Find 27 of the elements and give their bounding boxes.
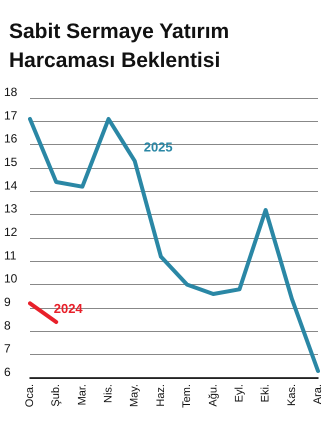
x-tick-label: Oca. — [24, 384, 36, 408]
x-tick-label: Haz. — [154, 384, 167, 407]
y-tick-label: 10 — [4, 272, 18, 286]
x-tick-label: Ağu. — [207, 384, 220, 407]
x-tick-label: May. — [128, 384, 141, 408]
y-tick-label: 18 — [4, 85, 18, 99]
y-tick-label: 13 — [4, 202, 18, 216]
x-tick-label: Eyl. — [233, 384, 246, 402]
x-tick-label: Kas. — [286, 384, 298, 406]
y-tick-label: 6 — [4, 365, 11, 379]
series-label: 2024 — [54, 301, 84, 316]
y-tick-label: 15 — [4, 155, 18, 169]
y-tick-label: 14 — [4, 178, 18, 192]
y-tick-label: 9 — [4, 295, 11, 309]
x-tick-label: Mar. — [76, 384, 88, 406]
y-tick-label: 16 — [4, 132, 18, 146]
x-tick-label: Ara. — [312, 384, 324, 404]
x-tick-label: Şub. — [50, 384, 62, 407]
x-tick-label: Tem. — [181, 384, 194, 408]
chart-title: Sabit Sermaye Yatırım Harcaması Beklentisi — [9, 20, 230, 72]
y-tick-label: 7 — [4, 342, 11, 356]
x-tick-label: Eki. — [260, 384, 272, 402]
y-tick-label: 11 — [4, 248, 17, 262]
y-tick-label: 17 — [4, 108, 18, 122]
y-tick-label: 8 — [4, 318, 11, 332]
x-tick-label: Nis. — [102, 384, 115, 403]
y-tick-label: 12 — [4, 225, 18, 239]
